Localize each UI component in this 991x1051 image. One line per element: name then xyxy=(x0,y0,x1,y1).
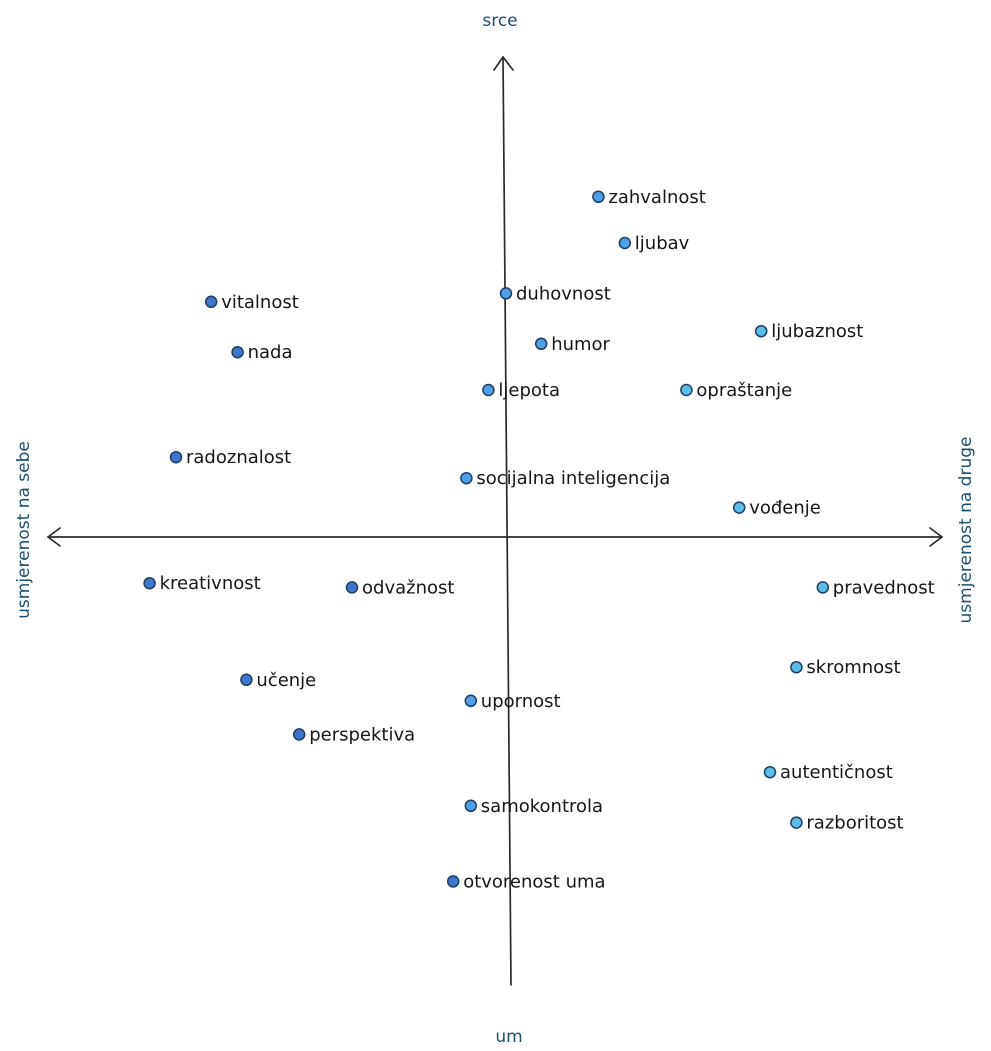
data-point-label: nada xyxy=(248,342,293,363)
data-point-marker xyxy=(618,236,632,250)
data-point-marker xyxy=(240,673,253,687)
data-point-marker xyxy=(790,816,803,829)
data-point-label: samokontrola xyxy=(481,796,603,817)
data-point: perspektiva xyxy=(292,724,415,745)
data-point: pravednost xyxy=(816,577,935,598)
data-point-label: zahvalnost xyxy=(608,187,705,208)
data-point: vođenje xyxy=(732,498,821,519)
data-point-label: perspektiva xyxy=(309,724,415,745)
data-point-label: opraštanje xyxy=(696,380,792,401)
data-point: odvažnost xyxy=(345,577,454,598)
data-point: razboritost xyxy=(790,813,904,834)
data-point-label: autentičnost xyxy=(780,762,893,783)
data-point-marker xyxy=(204,295,218,309)
data-point-marker xyxy=(460,471,473,485)
data-point-label: ljepota xyxy=(498,380,560,401)
data-point: ljubaznost xyxy=(754,321,863,342)
data-point: ljubav xyxy=(618,233,690,254)
data-point-marker xyxy=(464,799,478,813)
data-point-label: skromnost xyxy=(806,657,900,678)
data-point-marker xyxy=(534,337,548,351)
data-point-label: vitalnost xyxy=(221,292,299,313)
horizontal-axis-left-arrow xyxy=(47,527,61,547)
data-point: humor xyxy=(534,334,611,355)
data-point-marker xyxy=(732,501,746,514)
data-point-label: vođenje xyxy=(749,498,821,519)
data-point: socijalna inteligencija xyxy=(460,468,670,489)
data-point-marker xyxy=(464,694,478,708)
data-point: duhovnost xyxy=(499,283,611,304)
data-point-label: radoznalost xyxy=(186,447,291,468)
data-point-marker xyxy=(169,450,183,464)
data-point-label: kreativnost xyxy=(160,573,261,594)
data-point: nada xyxy=(231,342,293,363)
data-point: kreativnost xyxy=(143,573,261,594)
data-point-label: humor xyxy=(551,334,610,355)
axes: srce um usmjerenost na sebe usmjerenost … xyxy=(14,11,976,1047)
data-point-marker xyxy=(231,345,244,359)
axis-label-left: usmjerenost na sebe xyxy=(14,441,34,619)
data-point-marker xyxy=(143,576,156,590)
data-point-marker xyxy=(754,324,768,338)
data-point: skromnost xyxy=(790,657,901,678)
data-point-label: pravednost xyxy=(833,577,935,598)
horizontal-axis-right-arrow xyxy=(929,527,943,547)
data-point-label: odvažnost xyxy=(362,577,454,598)
axis-label-right: usmjerenost na druge xyxy=(956,437,976,624)
data-point-label: socijalna inteligencija xyxy=(476,468,670,489)
data-point-label: upornost xyxy=(481,691,561,712)
vertical-axis-top-arrow xyxy=(493,56,514,71)
data-point-marker xyxy=(680,383,693,397)
data-point: vitalnost xyxy=(204,292,299,313)
data-point-marker xyxy=(592,190,605,204)
data-point: autentičnost xyxy=(763,762,893,783)
data-point-label: ljubaznost xyxy=(771,321,863,342)
data-point-marker xyxy=(446,875,460,888)
data-point-marker xyxy=(816,581,830,594)
vertical-axis xyxy=(502,56,512,986)
data-point: otvorenost uma xyxy=(446,871,606,892)
data-point-marker xyxy=(499,287,513,300)
data-point-marker xyxy=(345,581,359,594)
data-point: radoznalost xyxy=(169,447,291,468)
data-point: opraštanje xyxy=(680,380,792,401)
axis-label-bottom: um xyxy=(495,1027,522,1047)
points-layer: zahvalnost ljubav duhovnost vitalnost ljubaz… xyxy=(143,187,935,892)
data-point-marker xyxy=(482,383,495,397)
data-point-label: duhovnost xyxy=(516,283,611,304)
data-point-marker xyxy=(292,728,306,741)
data-point-label: razboritost xyxy=(806,813,903,834)
data-point: upornost xyxy=(464,691,561,712)
axis-label-top: srce xyxy=(482,11,517,31)
data-point-label: učenje xyxy=(256,670,316,691)
data-point: učenje xyxy=(240,670,316,691)
data-point-label: otvorenost uma xyxy=(463,871,605,892)
data-point: samokontrola xyxy=(464,796,603,817)
data-point: zahvalnost xyxy=(592,187,706,208)
data-point: ljepota xyxy=(482,380,560,401)
data-point-marker xyxy=(790,660,803,674)
data-point-label: ljubav xyxy=(635,233,690,254)
data-point-marker xyxy=(763,765,777,779)
